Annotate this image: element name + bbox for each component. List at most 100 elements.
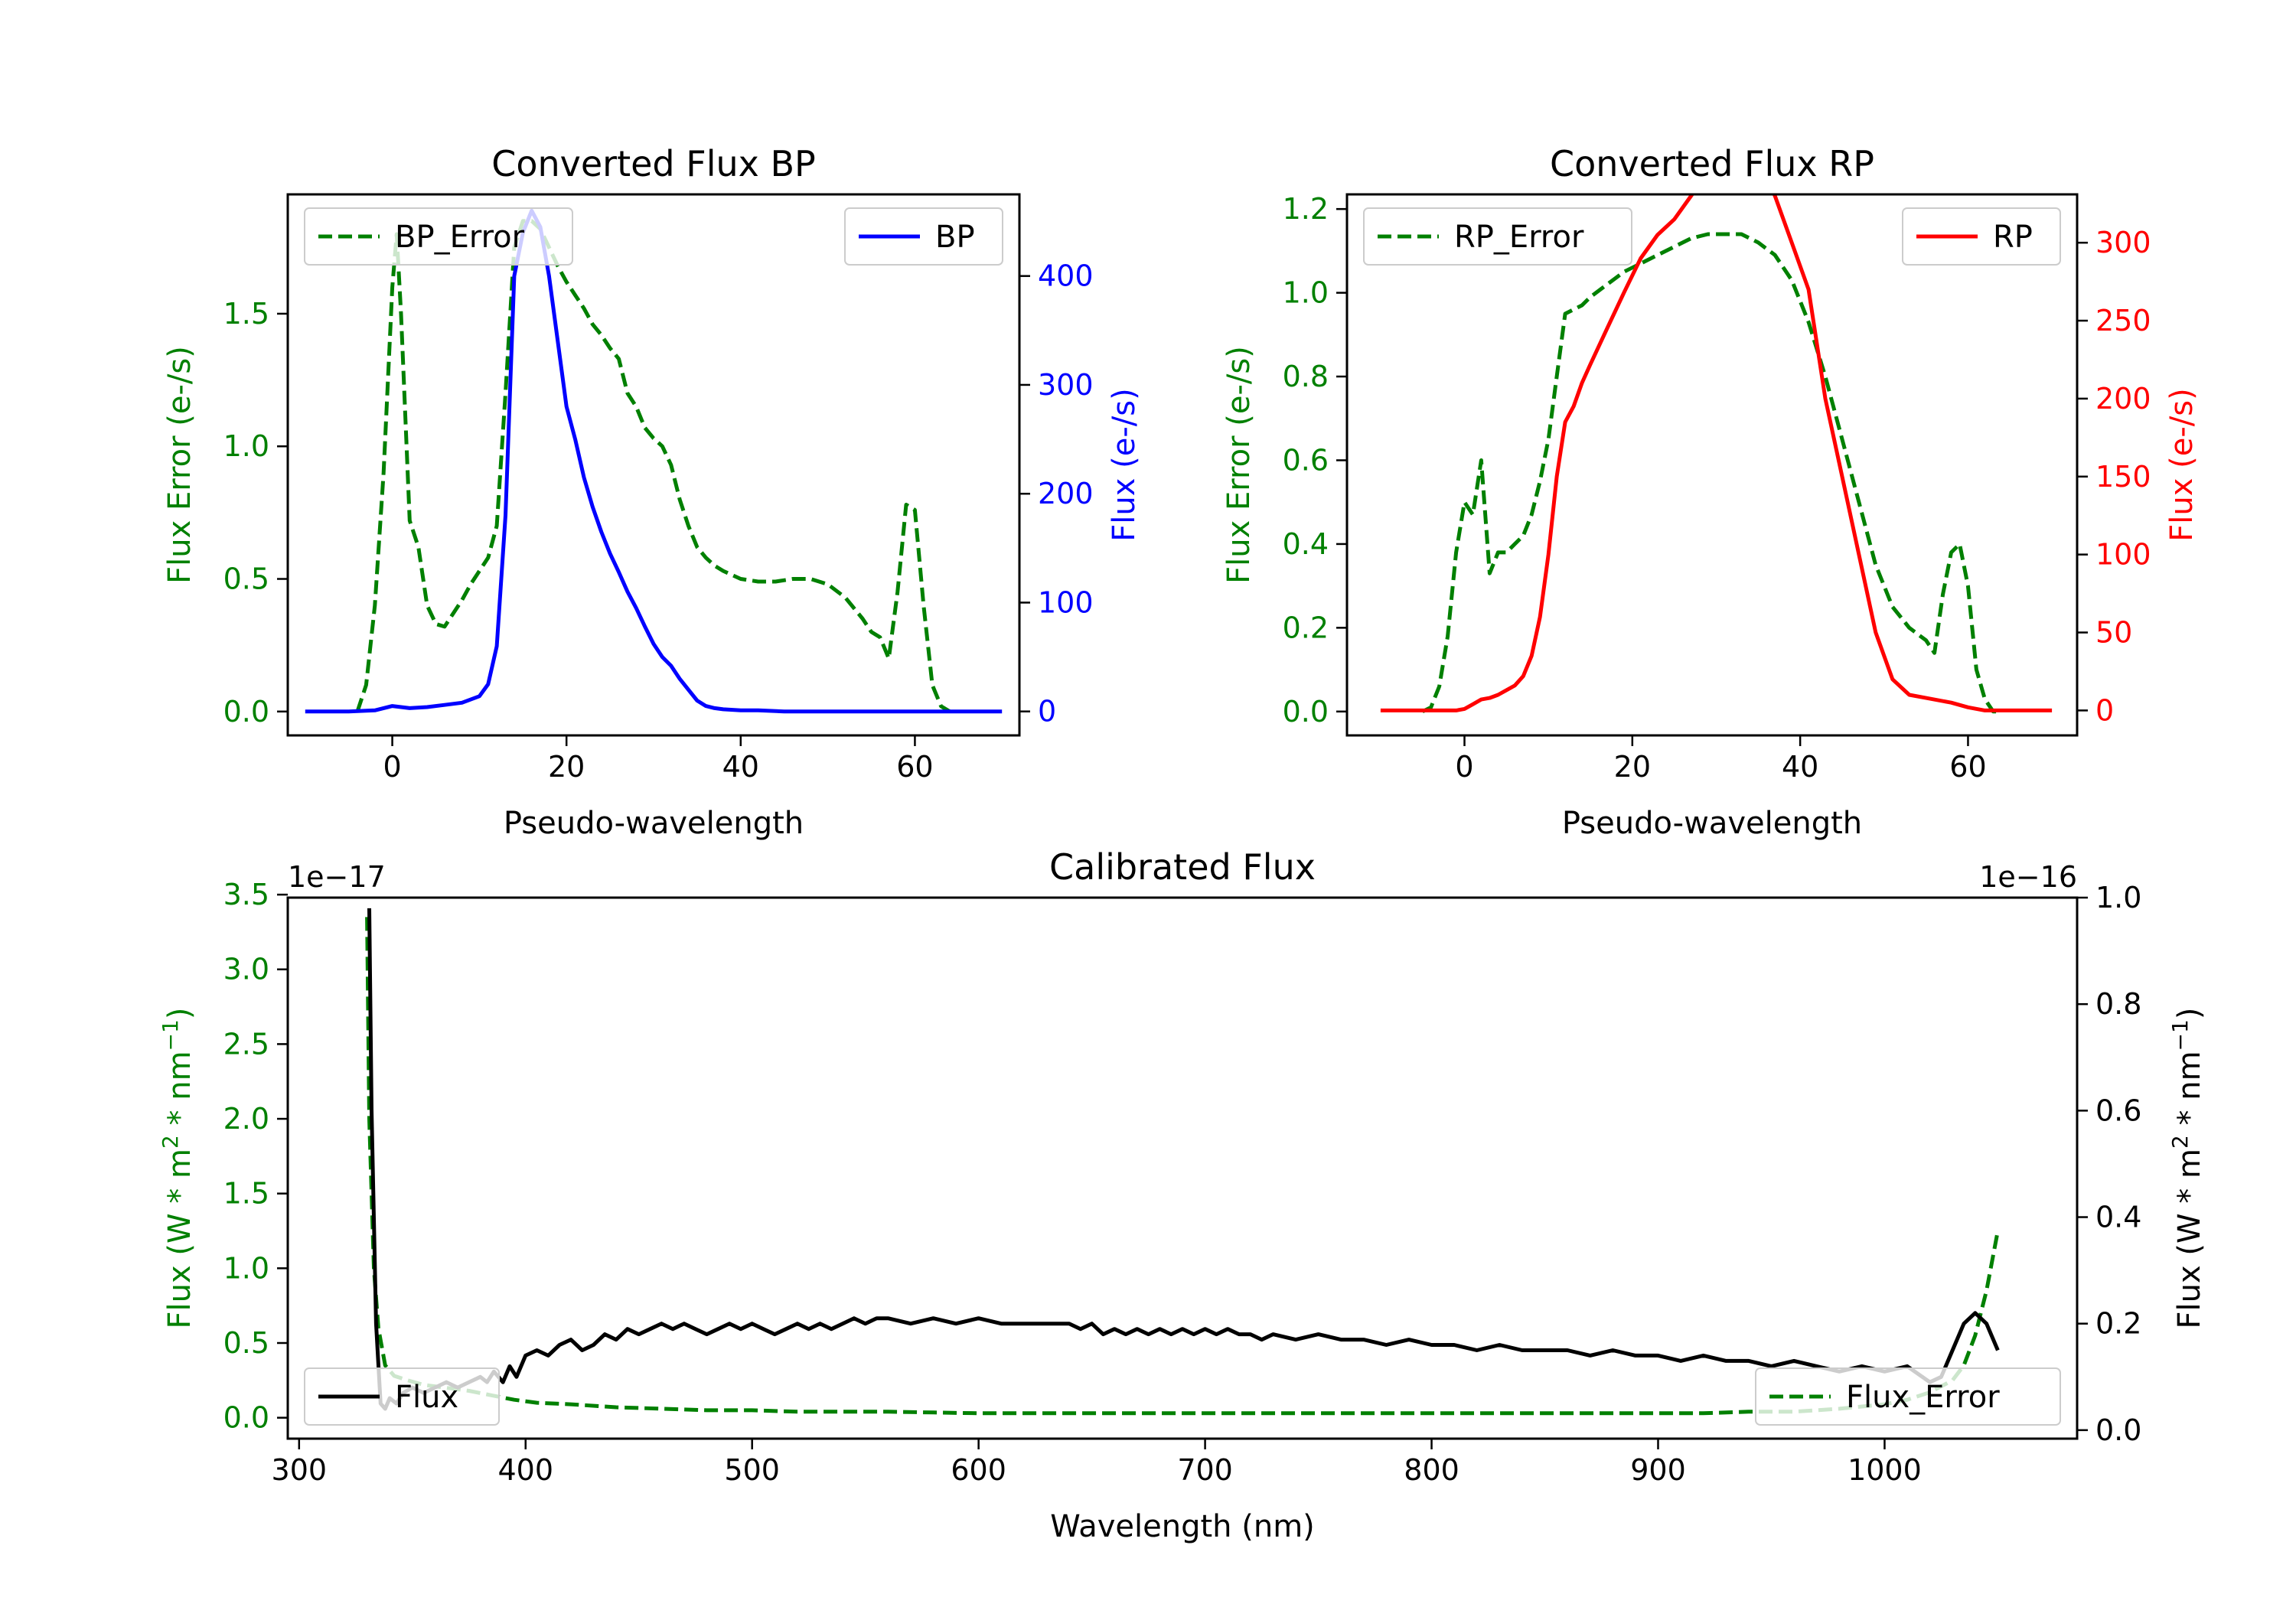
series-line-rp_error [1421,232,2002,714]
legend-right: RP [1902,207,2061,266]
y-axis-label-left: Flux (W * m2 * nm−1) [158,1008,198,1329]
y-tick-label-left: 0.0 [223,695,269,729]
y-tick-label-right: 0.2 [2095,1307,2141,1341]
y-tick-label-right: 200 [1038,477,1094,510]
legend-label: BP [935,220,975,255]
plot-frame [286,193,1021,737]
x-tick-label: 40 [1782,750,1818,784]
y-tick-label-right: 400 [1038,259,1094,293]
y-tick-label-left: 3.0 [223,953,269,986]
x-tick-label: 500 [724,1453,780,1487]
legend-box [304,1367,500,1426]
superscript: −1 [2167,1019,2193,1051]
y-tick-label-right: 0.4 [2095,1201,2141,1234]
chart-calibrated: 300 400 500 600 700 800 900 1000 0.0 0.5 1.0 1.5 2.0… [158,846,2208,1544]
label-part: * nm [162,1051,197,1135]
chart-rp: 0 20 40 60 0.0 0.2 0.4 0.6 0.8 1.0 1.2 0 50 100 150 200… [1221,143,2200,841]
legend-left: RP_Error [1363,207,1632,266]
y-tick-label-left: 0.6 [1283,443,1329,477]
x-axis-label: Pseudo-wavelength [504,806,804,841]
y-offset-left: 1e−17 [288,860,386,894]
y-tick-label-left: 1.2 [1283,192,1329,226]
y-tick-label-left: 0.8 [1283,360,1329,393]
chart-panels: 0 20 40 600.00.51.01.50100200300400Converte… [158,143,2208,1544]
y-tick-label-left: 0.0 [223,1401,269,1435]
x-tick-label: 800 [1404,1453,1459,1487]
series-line-bp_error [355,219,951,713]
legend-label: Flux_Error [1846,1380,2000,1415]
plot-frame [286,896,2079,1440]
y-tick-label-left: 3.5 [223,878,269,911]
superscript: −1 [158,1019,183,1051]
legend-label: Flux [395,1380,458,1415]
y-tick-label-right: 100 [2095,538,2151,572]
y-tick-label-left: 1.5 [223,1177,269,1211]
y-tick-label-left: 0.5 [223,1326,269,1360]
legend-box [1363,207,1632,266]
x-tick-label: 40 [722,750,759,784]
y-tick-label-left: 0.4 [1283,527,1329,561]
x-tick-label: 700 [1177,1453,1233,1487]
y-axis-label-right: Flux (e-/s) [1107,388,1142,541]
x-tick-label: 0 [1455,750,1473,784]
y-tick-label-left: 0.0 [1283,695,1329,729]
y-axis-label-right: Flux (W * m2 * nm−1) [2167,1008,2208,1329]
legend-box [1902,207,2061,266]
legend-label: RP [1993,220,2033,255]
legend-box [1755,1367,2061,1426]
legend-box [304,207,573,266]
label-part: * nm [2172,1051,2207,1135]
label-part: Flux (W * m [2172,1149,2207,1328]
y-tick-label-left: 2.5 [223,1027,269,1061]
superscript: 2 [158,1135,183,1149]
chart-title: Converted Flux BP [491,143,816,184]
legend-label: RP_Error [1454,220,1584,255]
x-axis-label: Wavelength (nm) [1050,1509,1315,1544]
chart-title: Converted Flux RP [1550,143,1874,184]
series-line-rp [1380,194,2053,712]
plot-frame [1345,193,2079,737]
y-tick-label-right: 50 [2095,616,2132,650]
legend-right: BP [844,207,1003,266]
series-line-flux [367,908,2000,1411]
legend-left: BP_Error [304,207,573,266]
x-tick-label: 20 [548,750,585,784]
y-axis-label-left: Flux Error (e-/s) [1221,346,1257,584]
y-tick-label-right: 150 [2095,460,2151,494]
y-axis-label-right: Flux (e-/s) [2164,388,2200,541]
chart-bp: 0 20 40 60 0.0 0.5 1.0 1.5 0 100 200 300 400 Converte… [162,143,1142,841]
x-tick-label: 300 [272,1453,328,1487]
y-tick-label-left: 1.5 [223,297,269,331]
x-tick-label: 600 [951,1453,1006,1487]
x-tick-label: 0 [383,750,401,784]
y-tick-label-right: 0.0 [2095,1413,2141,1447]
y-tick-label-left: 2.0 [223,1102,269,1136]
y-tick-label-right: 200 [2095,382,2151,416]
y-tick-label-right: 1.0 [2095,881,2141,914]
y-tick-label-right: 0 [1038,695,1056,729]
series-line-bp [305,208,1003,714]
y-tick-label-left: 0.2 [1283,611,1329,644]
x-tick-label: 1000 [1848,1453,1922,1487]
y-offset-right: 1e−16 [1979,860,2077,894]
legend-left: Flux [304,1367,500,1426]
y-tick-label-left: 0.5 [223,562,269,596]
y-tick-label-left: 1.0 [223,1251,269,1285]
y-tick-label-right: 0 [2095,693,2114,727]
y-tick-label-left: 1.0 [1283,276,1329,310]
y-tick-label-right: 250 [2095,304,2151,337]
x-tick-label: 900 [1630,1453,1686,1487]
y-tick-label-right: 300 [2095,226,2151,259]
x-tick-label: 20 [1614,750,1651,784]
y-tick-label-right: 0.6 [2095,1094,2141,1127]
chart-title: Calibrated Flux [1049,846,1316,888]
legend-label: BP_Error [395,220,525,255]
y-tick-label-right: 300 [1038,368,1094,402]
label-part: ) [162,1008,197,1020]
y-tick-label-right: 100 [1038,585,1094,619]
superscript: 2 [2167,1135,2193,1149]
y-axis-label-left: Flux Error (e-/s) [162,346,197,584]
label-part: Flux (W * m [162,1149,197,1328]
x-tick-label: 60 [896,750,933,784]
